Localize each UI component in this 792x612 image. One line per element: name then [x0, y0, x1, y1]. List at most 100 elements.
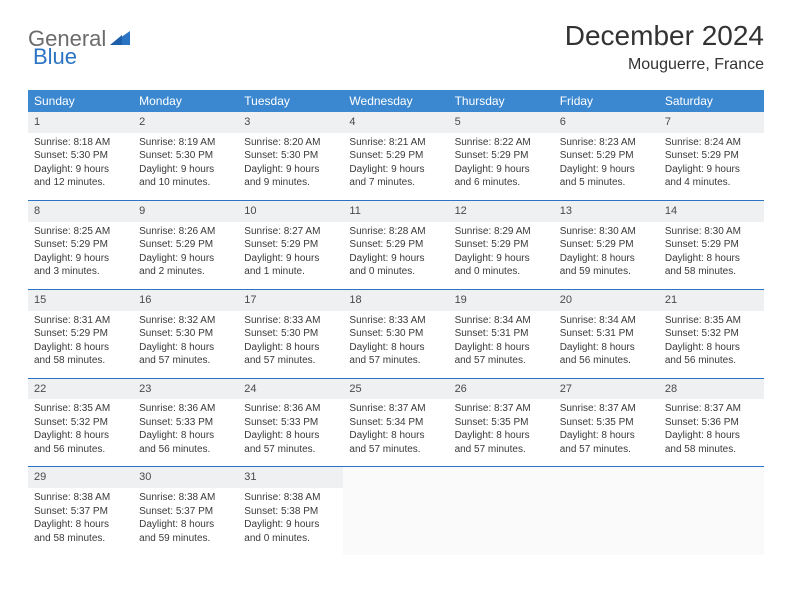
daylight-text-2: and 58 minutes. — [34, 532, 127, 546]
daylight-text-1: Daylight: 8 hours — [665, 341, 758, 355]
sunset-text: Sunset: 5:29 PM — [34, 327, 127, 341]
day-number-cell — [554, 467, 659, 488]
daylight-text-2: and 2 minutes. — [139, 265, 232, 279]
sunset-text: Sunset: 5:29 PM — [139, 238, 232, 252]
day-number-cell: 27 — [554, 378, 659, 399]
day-detail-cell: Sunrise: 8:38 AMSunset: 5:37 PMDaylight:… — [28, 488, 133, 555]
sunset-text: Sunset: 5:30 PM — [34, 149, 127, 163]
sunset-text: Sunset: 5:29 PM — [455, 149, 548, 163]
sunset-text: Sunset: 5:29 PM — [665, 238, 758, 252]
sunset-text: Sunset: 5:35 PM — [455, 416, 548, 430]
day-number-cell: 10 — [238, 200, 343, 221]
daylight-text-2: and 57 minutes. — [244, 443, 337, 457]
logo-text-blue: Blue — [33, 44, 77, 69]
day-detail-cell: Sunrise: 8:18 AMSunset: 5:30 PMDaylight:… — [28, 133, 133, 201]
sunrise-text: Sunrise: 8:36 AM — [139, 402, 232, 416]
daylight-text-2: and 0 minutes. — [244, 532, 337, 546]
daylight-text-2: and 59 minutes. — [560, 265, 653, 279]
day-number-cell: 28 — [659, 378, 764, 399]
sunset-text: Sunset: 5:29 PM — [34, 238, 127, 252]
day-detail-cell: Sunrise: 8:31 AMSunset: 5:29 PMDaylight:… — [28, 311, 133, 379]
sunrise-text: Sunrise: 8:29 AM — [455, 225, 548, 239]
day-detail-cell: Sunrise: 8:37 AMSunset: 5:36 PMDaylight:… — [659, 399, 764, 467]
daylight-text-1: Daylight: 9 hours — [34, 252, 127, 266]
sunrise-text: Sunrise: 8:27 AM — [244, 225, 337, 239]
sunrise-text: Sunrise: 8:18 AM — [34, 136, 127, 150]
sunset-text: Sunset: 5:32 PM — [665, 327, 758, 341]
sunrise-text: Sunrise: 8:25 AM — [34, 225, 127, 239]
day-number-cell: 26 — [449, 378, 554, 399]
weekday-header: Friday — [554, 90, 659, 112]
sunrise-text: Sunrise: 8:36 AM — [244, 402, 337, 416]
day-detail-cell: Sunrise: 8:22 AMSunset: 5:29 PMDaylight:… — [449, 133, 554, 201]
day-number-cell: 2 — [133, 112, 238, 133]
day-number-cell: 30 — [133, 467, 238, 488]
sunrise-text: Sunrise: 8:20 AM — [244, 136, 337, 150]
daylight-text-2: and 57 minutes. — [139, 354, 232, 368]
sunset-text: Sunset: 5:37 PM — [34, 505, 127, 519]
weekday-header: Monday — [133, 90, 238, 112]
day-number-cell: 1 — [28, 112, 133, 133]
sunrise-text: Sunrise: 8:38 AM — [139, 491, 232, 505]
daylight-text-2: and 59 minutes. — [139, 532, 232, 546]
daynum-row: 15161718192021 — [28, 289, 764, 310]
daylight-text-2: and 4 minutes. — [665, 176, 758, 190]
daylight-text-1: Daylight: 8 hours — [349, 429, 442, 443]
sunrise-text: Sunrise: 8:33 AM — [349, 314, 442, 328]
day-detail-cell: Sunrise: 8:34 AMSunset: 5:31 PMDaylight:… — [554, 311, 659, 379]
daylight-text-2: and 0 minutes. — [455, 265, 548, 279]
day-detail-cell: Sunrise: 8:35 AMSunset: 5:32 PMDaylight:… — [28, 399, 133, 467]
day-detail-cell: Sunrise: 8:35 AMSunset: 5:32 PMDaylight:… — [659, 311, 764, 379]
sunset-text: Sunset: 5:29 PM — [349, 149, 442, 163]
weekday-header: Sunday — [28, 90, 133, 112]
day-detail-cell: Sunrise: 8:21 AMSunset: 5:29 PMDaylight:… — [343, 133, 448, 201]
sunrise-text: Sunrise: 8:31 AM — [34, 314, 127, 328]
sunrise-text: Sunrise: 8:37 AM — [455, 402, 548, 416]
day-number-cell: 24 — [238, 378, 343, 399]
daylight-text-1: Daylight: 8 hours — [349, 341, 442, 355]
daylight-text-1: Daylight: 8 hours — [665, 429, 758, 443]
daylight-text-2: and 56 minutes. — [560, 354, 653, 368]
day-detail-cell: Sunrise: 8:26 AMSunset: 5:29 PMDaylight:… — [133, 222, 238, 290]
daylight-text-2: and 57 minutes. — [349, 354, 442, 368]
day-detail-cell: Sunrise: 8:32 AMSunset: 5:30 PMDaylight:… — [133, 311, 238, 379]
day-number-cell: 23 — [133, 378, 238, 399]
daylight-text-1: Daylight: 9 hours — [455, 252, 548, 266]
weekday-header-row: Sunday Monday Tuesday Wednesday Thursday… — [28, 90, 764, 112]
day-number-cell: 20 — [554, 289, 659, 310]
page-subtitle: Mouguerre, France — [565, 56, 764, 74]
day-detail-cell: Sunrise: 8:36 AMSunset: 5:33 PMDaylight:… — [238, 399, 343, 467]
day-number-cell: 13 — [554, 200, 659, 221]
day-number-cell: 19 — [449, 289, 554, 310]
day-content-row: Sunrise: 8:35 AMSunset: 5:32 PMDaylight:… — [28, 399, 764, 467]
sunset-text: Sunset: 5:30 PM — [139, 327, 232, 341]
sunset-text: Sunset: 5:29 PM — [665, 149, 758, 163]
day-detail-cell: Sunrise: 8:30 AMSunset: 5:29 PMDaylight:… — [554, 222, 659, 290]
daylight-text-2: and 58 minutes. — [34, 354, 127, 368]
sunrise-text: Sunrise: 8:26 AM — [139, 225, 232, 239]
day-detail-cell: Sunrise: 8:28 AMSunset: 5:29 PMDaylight:… — [343, 222, 448, 290]
sunset-text: Sunset: 5:31 PM — [455, 327, 548, 341]
daylight-text-2: and 57 minutes. — [455, 443, 548, 457]
day-number-cell — [449, 467, 554, 488]
day-number-cell: 9 — [133, 200, 238, 221]
sunrise-text: Sunrise: 8:34 AM — [455, 314, 548, 328]
sunset-text: Sunset: 5:29 PM — [244, 238, 337, 252]
day-content-row: Sunrise: 8:38 AMSunset: 5:37 PMDaylight:… — [28, 488, 764, 555]
sunrise-text: Sunrise: 8:37 AM — [665, 402, 758, 416]
day-number-cell: 8 — [28, 200, 133, 221]
day-number-cell: 11 — [343, 200, 448, 221]
daylight-text-2: and 57 minutes. — [455, 354, 548, 368]
sunrise-text: Sunrise: 8:22 AM — [455, 136, 548, 150]
sunset-text: Sunset: 5:29 PM — [455, 238, 548, 252]
weekday-header: Saturday — [659, 90, 764, 112]
daylight-text-1: Daylight: 8 hours — [560, 429, 653, 443]
sunset-text: Sunset: 5:32 PM — [34, 416, 127, 430]
daylight-text-2: and 56 minutes. — [665, 354, 758, 368]
day-number-cell: 3 — [238, 112, 343, 133]
daylight-text-1: Daylight: 8 hours — [560, 252, 653, 266]
daylight-text-1: Daylight: 9 hours — [139, 163, 232, 177]
day-detail-cell: Sunrise: 8:34 AMSunset: 5:31 PMDaylight:… — [449, 311, 554, 379]
day-number-cell: 6 — [554, 112, 659, 133]
day-number-cell: 14 — [659, 200, 764, 221]
